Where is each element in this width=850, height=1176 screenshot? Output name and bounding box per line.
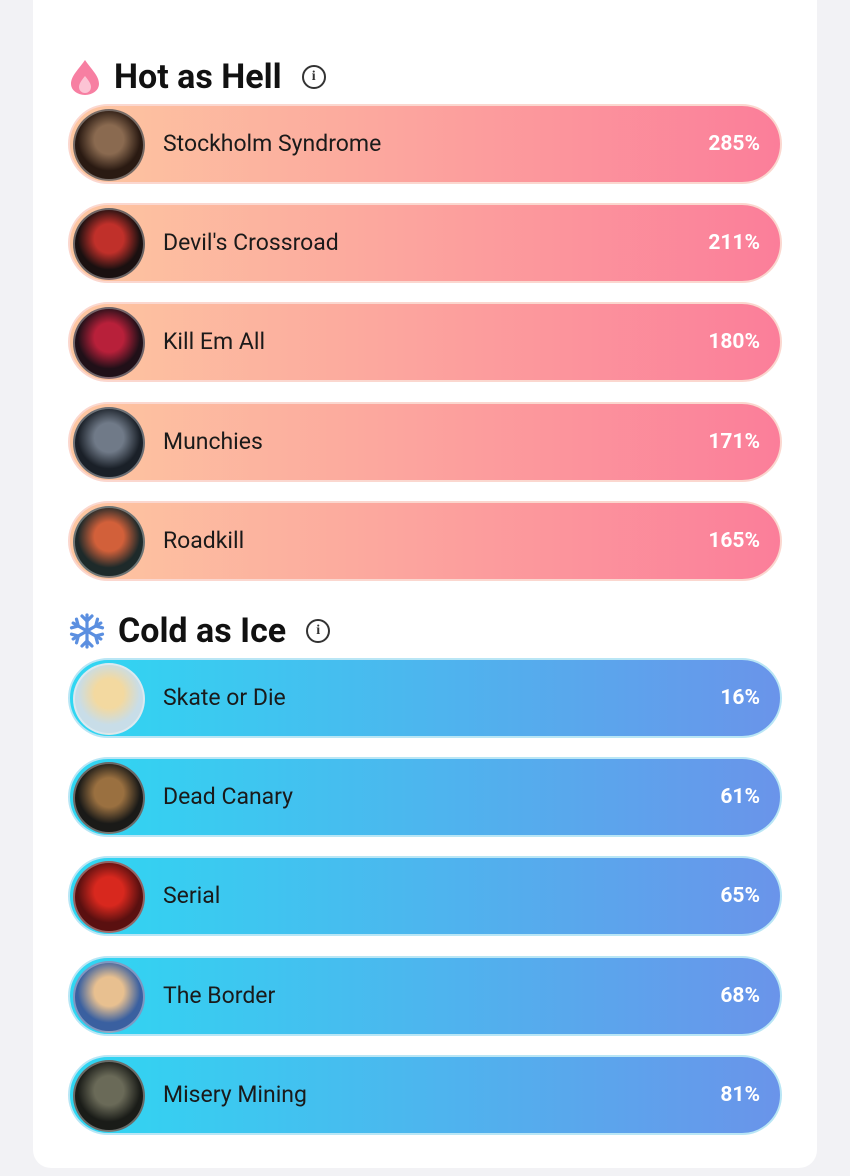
game-name: Misery Mining	[163, 1080, 307, 1108]
game-percent: 285%	[708, 132, 760, 156]
game-name: Dead Canary	[163, 783, 294, 811]
game-percent: 68%	[720, 983, 760, 1008]
game-avatar	[73, 307, 145, 380]
leaderboard-row[interactable]: Skate or Die 16%	[68, 658, 782, 738]
game-avatar	[73, 1059, 145, 1132]
section-title: Cold as Ice	[118, 611, 287, 651]
game-percent: 165%	[708, 528, 760, 553]
game-percent: 180%	[708, 330, 760, 355]
game-percent: 171%	[708, 429, 760, 454]
game-name: Skate or Die	[163, 684, 286, 711]
game-name: Munchies	[163, 427, 263, 455]
leaderboard-row[interactable]: Munchies 171%	[68, 401, 782, 482]
game-avatar	[73, 960, 145, 1033]
ice-icon	[69, 613, 105, 649]
game-percent: 61%	[720, 785, 760, 810]
game-percent: 81%	[720, 1082, 760, 1107]
game-avatar	[73, 406, 145, 479]
info-button[interactable]: i	[301, 65, 326, 89]
fire-icon	[71, 60, 99, 95]
leaderboard-row[interactable]: Stockholm Syndrome 285%	[68, 104, 782, 184]
leaderboard-row[interactable]: Roadkill 165%	[68, 500, 782, 581]
leaderboard-row[interactable]: The Border 68%	[68, 955, 782, 1036]
game-percent: 211%	[708, 231, 760, 256]
leaderboard-row[interactable]: Kill Em All 180%	[68, 302, 782, 383]
game-percent: 16%	[720, 686, 760, 710]
game-name: The Border	[163, 981, 276, 1009]
section-heading: Cold as Ice i	[68, 606, 331, 656]
game-avatar	[73, 663, 145, 735]
game-name: Kill Em All	[163, 328, 266, 356]
leaderboard-row[interactable]: Misery Mining 81%	[68, 1054, 782, 1135]
leaderboard-row[interactable]: Devil's Crossroad 211%	[68, 203, 782, 284]
game-avatar	[73, 109, 145, 181]
game-name: Roadkill	[163, 526, 245, 554]
game-percent: 65%	[720, 884, 760, 909]
game-avatar	[73, 861, 145, 934]
leaderboard-row[interactable]: Serial 65%	[68, 856, 782, 937]
game-name: Devil's Crossroad	[163, 229, 339, 257]
game-avatar	[73, 208, 145, 281]
leaderboard-row[interactable]: Dead Canary 61%	[68, 757, 782, 838]
game-name: Stockholm Syndrome	[163, 130, 382, 157]
section-title: Hot as Hell	[114, 57, 282, 97]
game-avatar	[73, 505, 145, 578]
section-heading: Hot as Hell i	[68, 52, 326, 102]
game-avatar	[73, 762, 145, 835]
game-name: Serial	[163, 882, 221, 910]
info-button[interactable]: i	[306, 619, 331, 643]
